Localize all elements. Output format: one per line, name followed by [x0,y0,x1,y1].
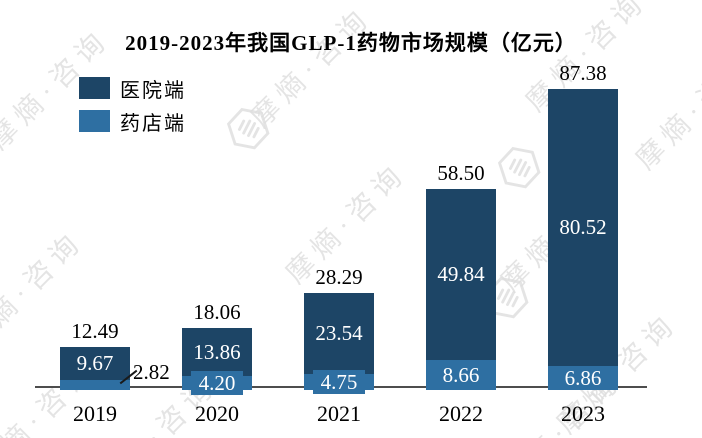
bar-segment-pharmacy: 6.86 [548,366,618,390]
watermark-logo-icon [490,139,550,202]
bar-segment-pharmacy: 8.66 [426,360,496,390]
watermark-logo-icon [219,100,279,163]
bar-total-label: 28.29 [315,265,363,289]
legend-label-hospital: 医院端 [120,79,186,102]
watermark-text: 摩熵·咨询 [630,43,702,176]
chart-title: 2019-2023年我国GLP-1药物市场规模（亿元） [125,31,577,55]
bar-segment-hospital: 49.84 [426,189,496,360]
legend-label-pharmacy: 药店端 [120,112,186,135]
bar-2021: 23.54 4.75 [304,293,374,394]
x-axis-label-2023: 2023 [561,401,605,426]
x-axis-label-2019: 2019 [73,401,117,426]
bar-2019: 9.67 [60,347,130,390]
bar-2020: 13.86 4.20 [182,328,252,395]
bar-total-label: 87.38 [559,61,607,85]
bar-segment-hospital: 23.54 [304,293,374,374]
bar-total-label: 58.50 [437,161,485,185]
bar-2023: 80.52 6.86 [548,89,618,390]
bar-segment-pharmacy [60,380,130,390]
legend-swatch-pharmacy [79,110,110,132]
bar-segment-pharmacy: 4.75 [304,370,374,394]
legend: 医院端 药店端 [79,77,186,143]
callout-label-pharmacy-2019: 2.82 [133,360,170,384]
x-axis-label-2022: 2022 [439,401,483,426]
legend-item-pharmacy: 药店端 [79,110,186,135]
bar-2022: 49.84 8.66 [426,189,496,390]
bar-segment-hospital: 9.67 [60,347,130,380]
legend-swatch-hospital [79,77,110,99]
bar-segment-pharmacy: 4.20 [182,371,252,395]
x-axis-label-2021: 2021 [317,401,361,426]
bar-value-label-pharmacy: 4.75 [313,370,365,394]
x-axis-label-2020: 2020 [195,401,239,426]
legend-item-hospital: 医院端 [79,77,186,102]
bar-total-label: 18.06 [193,300,241,324]
bar-value-label-pharmacy: 4.20 [191,371,243,395]
bar-segment-hospital: 80.52 [548,89,618,366]
bar-segment-hospital: 13.86 [182,328,252,376]
bar-total-label: 12.49 [71,319,119,343]
